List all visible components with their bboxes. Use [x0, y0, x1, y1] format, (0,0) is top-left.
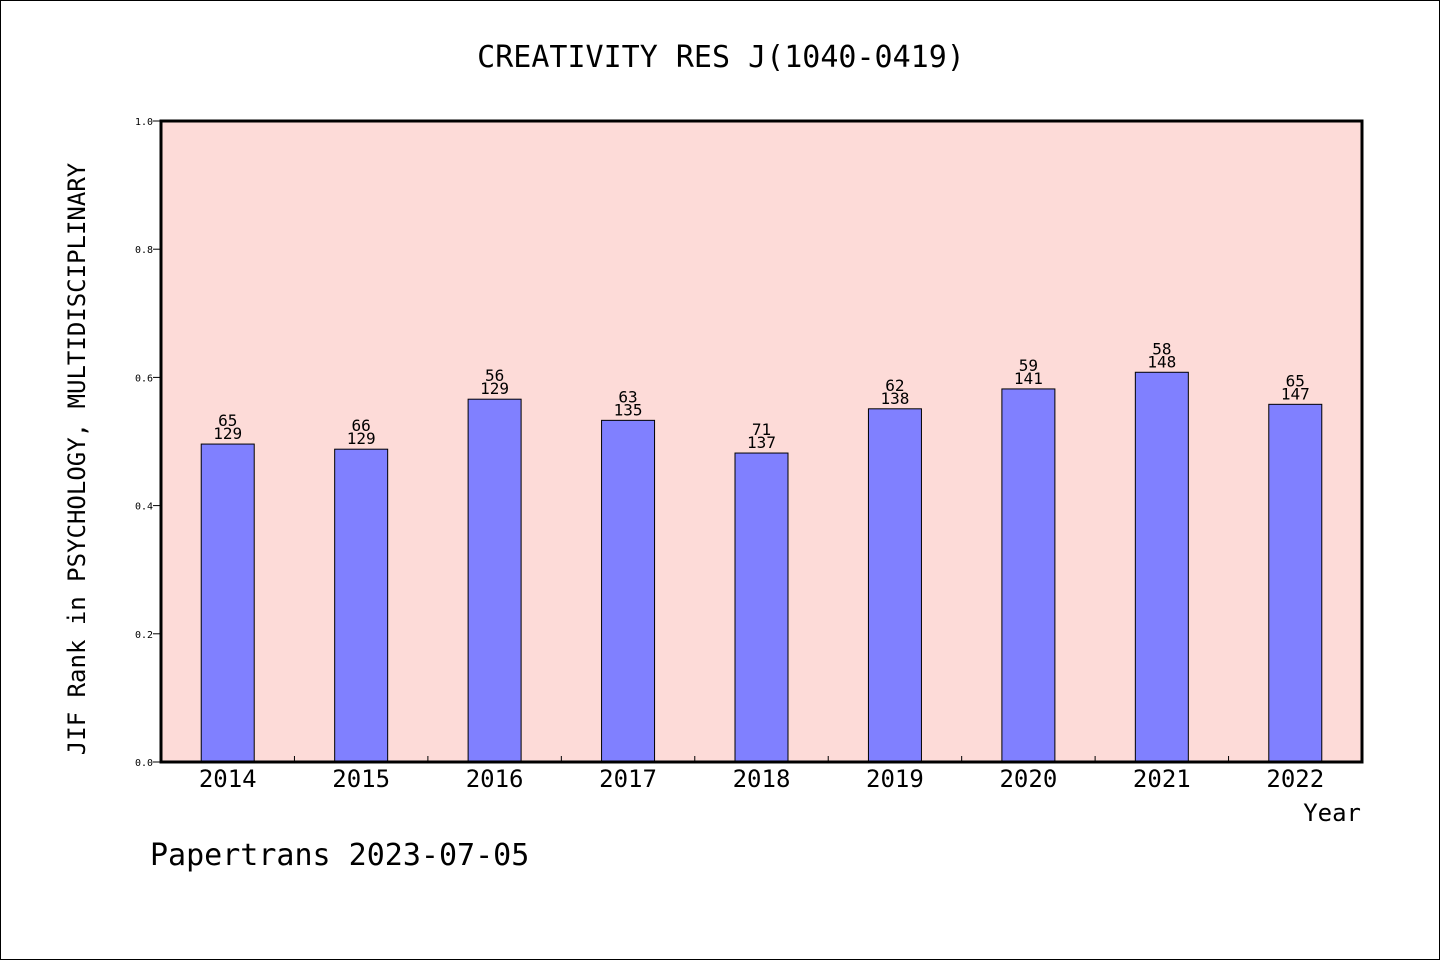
bar-total-label: 129 [347, 429, 376, 448]
x-tick-label: 2020 [999, 765, 1057, 793]
bar-2016 [467, 398, 522, 763]
bar-rank-label: 66 [352, 416, 371, 435]
bar-total-label: 135 [614, 400, 643, 419]
bar-total-label: 129 [213, 424, 242, 443]
bar-2017 [601, 419, 656, 763]
x-tick-label: 2017 [599, 765, 657, 793]
bar-2014 [200, 443, 255, 763]
bar-total-label: 138 [880, 389, 909, 408]
x-tick-label: 2018 [733, 765, 791, 793]
plot-border [159, 119, 1364, 764]
bar-2020 [1001, 388, 1056, 763]
chart-title: CREATIVITY RES J(1040-0419) [477, 40, 965, 75]
bar-2019 [867, 408, 922, 763]
x-tick-label: 2021 [1133, 765, 1191, 793]
y-tick-label: 0.0 [135, 758, 153, 769]
footer-credit: Papertrans 2023-07-05 [150, 838, 529, 873]
y-tick-label: 0.2 [135, 630, 153, 641]
y-axis-ticks: 0.0 0.2 0.4 0.6 0.8 1.0 [135, 117, 161, 769]
y-tick-label: 1.0 [135, 117, 153, 128]
bar-2022 [1268, 403, 1323, 763]
bar-rank-label: 56 [485, 366, 504, 385]
bar-rank-label: 59 [1019, 356, 1038, 375]
bar-rank-label: 62 [885, 376, 904, 395]
x-tick-label: 2022 [1266, 765, 1324, 793]
bar-total-label: 148 [1147, 352, 1176, 371]
bar-total-label: 147 [1281, 384, 1310, 403]
bar-2015 [334, 448, 389, 763]
bar-rank-label: 65 [1286, 371, 1305, 390]
bar-2018 [734, 452, 789, 763]
y-tick-label: 0.8 [135, 245, 153, 256]
x-axis-ticks: 2014 2015 2016 2017 2018 2019 2020 2021 2022 [199, 756, 1324, 793]
x-axis-label: Year [1303, 799, 1361, 827]
x-tick-label: 2014 [199, 765, 257, 793]
bar-total-label: 137 [747, 433, 776, 452]
y-tick-label: 0.4 [135, 502, 153, 513]
bar-rank-label: 71 [752, 420, 771, 439]
bar-rank-label: 65 [218, 411, 237, 430]
bar-2021 [1134, 371, 1189, 763]
bar-rank-label: 63 [618, 387, 637, 406]
y-tick-label: 0.6 [135, 373, 153, 384]
x-tick-label: 2019 [866, 765, 924, 793]
bar-total-label: 129 [480, 379, 509, 398]
bar-rank-label: 58 [1152, 339, 1171, 358]
x-tick-label: 2016 [466, 765, 524, 793]
x-tick-label: 2015 [332, 765, 390, 793]
y-axis-label: JIF Rank in PSYCHOLOGY, MULTIDISCIPLINAR… [63, 162, 91, 755]
bar-total-label: 141 [1014, 369, 1043, 388]
